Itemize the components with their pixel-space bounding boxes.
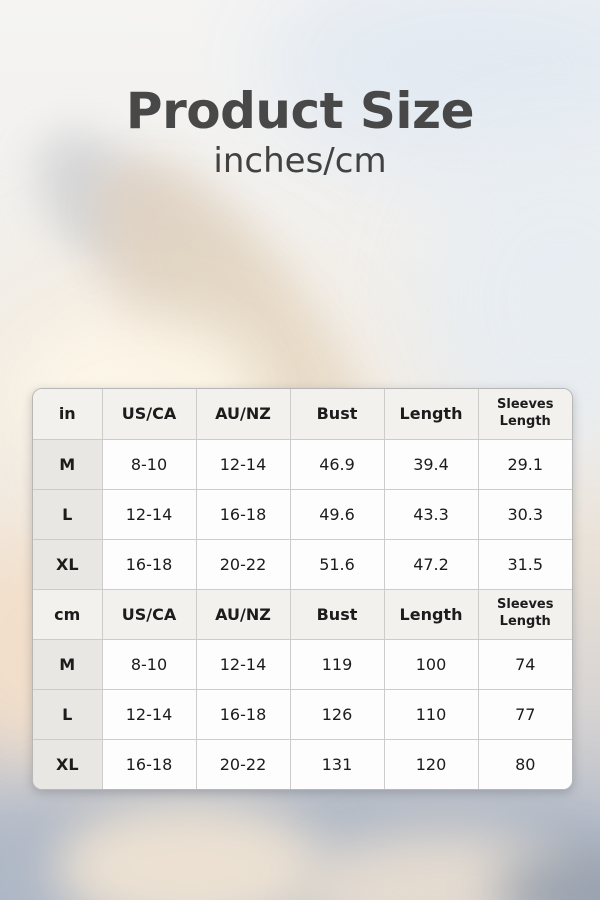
unit-header-cell: in xyxy=(33,389,103,440)
column-header-cell: AU/NZ xyxy=(196,589,291,640)
value-cell: 77 xyxy=(478,689,572,740)
value-cell: 8-10 xyxy=(102,639,197,690)
value-cell: 49.6 xyxy=(290,489,385,540)
value-cell: 110 xyxy=(384,689,479,740)
page-subtitle: inches/cm xyxy=(213,141,387,181)
column-header-cell: Length xyxy=(384,589,479,640)
value-cell: 16-18 xyxy=(102,539,197,590)
value-cell: 100 xyxy=(384,639,479,690)
table-row: L 12-14 16-18 49.6 43.3 30.3 xyxy=(33,489,572,540)
value-cell: 12-14 xyxy=(196,639,291,690)
value-cell: 16-18 xyxy=(102,739,197,789)
value-cell: 131 xyxy=(290,739,385,789)
size-label-cell: L xyxy=(33,689,103,740)
value-cell: 20-22 xyxy=(196,739,291,789)
table-row: XL 16-18 20-22 131 120 80 xyxy=(33,739,572,789)
size-chart-table: in US/CA AU/NZ Bust Length Sleeves Length M 8-1… xyxy=(32,388,573,790)
value-cell: 30.3 xyxy=(478,489,572,540)
table-row: M 8-10 12-14 119 100 74 xyxy=(33,639,572,690)
column-header-cell: Sleeves Length xyxy=(478,389,572,440)
value-cell: 51.6 xyxy=(290,539,385,590)
value-cell: 43.3 xyxy=(384,489,479,540)
header-row-in: in US/CA AU/NZ Bust Length Sleeves Length xyxy=(33,389,572,440)
value-cell: 46.9 xyxy=(290,439,385,490)
value-cell: 16-18 xyxy=(196,489,291,540)
page-title: Product Size xyxy=(125,82,475,140)
value-cell: 12-14 xyxy=(102,689,197,740)
value-cell: 29.1 xyxy=(478,439,572,490)
value-cell: 20-22 xyxy=(196,539,291,590)
value-cell: 39.4 xyxy=(384,439,479,490)
value-cell: 120 xyxy=(384,739,479,789)
value-cell: 119 xyxy=(290,639,385,690)
column-header-cell: US/CA xyxy=(102,389,197,440)
table-row: XL 16-18 20-22 51.6 47.2 31.5 xyxy=(33,539,572,590)
value-cell: 80 xyxy=(478,739,572,789)
heading-block: Product Size inches/cm xyxy=(0,84,600,180)
value-cell: 8-10 xyxy=(102,439,197,490)
value-cell: 47.2 xyxy=(384,539,479,590)
value-cell: 12-14 xyxy=(102,489,197,540)
size-label-cell: L xyxy=(33,489,103,540)
column-header-cell: US/CA xyxy=(102,589,197,640)
size-label-cell: XL xyxy=(33,739,103,789)
column-header-cell: Sleeves Length xyxy=(478,589,572,640)
cream-cloud xyxy=(55,800,325,900)
table-row: M 8-10 12-14 46.9 39.4 29.1 xyxy=(33,439,572,490)
size-table-body: in US/CA AU/NZ Bust Length Sleeves Length M 8-1… xyxy=(33,389,572,789)
size-label-cell: M xyxy=(33,639,103,690)
value-cell: 74 xyxy=(478,639,572,690)
value-cell: 31.5 xyxy=(478,539,572,590)
header-row-cm: cm US/CA AU/NZ Bust Length Sleeves Length xyxy=(33,589,572,640)
size-label-cell: M xyxy=(33,439,103,490)
column-header-cell: Length xyxy=(384,389,479,440)
column-header-cell: Bust xyxy=(290,389,385,440)
column-header-cell: Bust xyxy=(290,589,385,640)
value-cell: 12-14 xyxy=(196,439,291,490)
table-row: L 12-14 16-18 126 110 77 xyxy=(33,689,572,740)
value-cell: 126 xyxy=(290,689,385,740)
value-cell: 16-18 xyxy=(196,689,291,740)
column-header-cell: AU/NZ xyxy=(196,389,291,440)
unit-header-cell: cm xyxy=(33,589,103,640)
size-label-cell: XL xyxy=(33,539,103,590)
